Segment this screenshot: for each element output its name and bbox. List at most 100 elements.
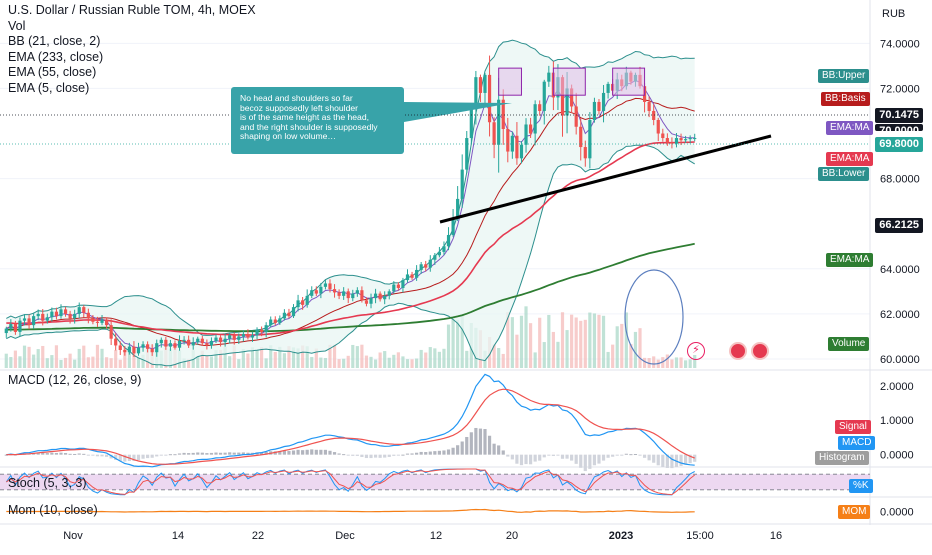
candle-body [346, 291, 350, 299]
macd-hist-bar [191, 452, 195, 455]
macd-hist-bar [364, 454, 369, 459]
macd-hist-bar [533, 454, 537, 462]
candle-body [168, 343, 173, 347]
bb-basis-line [6, 97, 695, 347]
flag-event-icon[interactable] [729, 342, 747, 360]
macd-hist-bar [259, 452, 264, 455]
candle-body [41, 313, 45, 321]
candle-body [319, 286, 323, 294]
macd-hist-bar [187, 453, 191, 455]
candle-body [428, 259, 432, 268]
candle-body [451, 219, 455, 235]
volume-bar [323, 357, 328, 368]
macd-hist-bar [570, 454, 574, 461]
macd-hist-bar [82, 453, 86, 455]
legend-title[interactable]: U.S. Dollar / Russian Ruble TOM, 4h, MOE… [8, 3, 256, 17]
macd-hist-bar [278, 451, 282, 455]
macd-hist-bar [629, 454, 633, 456]
lightning-event-icon[interactable]: ⚡ [687, 342, 705, 360]
candle-body [187, 339, 191, 346]
candle-body [68, 313, 72, 319]
legend-item-ema55[interactable]: EMA (55, close) [8, 65, 97, 80]
macd-hist-bar [319, 449, 323, 455]
mom-legend[interactable]: Mom (10, close) [8, 503, 98, 517]
candle-body [560, 77, 565, 116]
macd-hist-bar [301, 450, 305, 455]
candle-body [565, 88, 569, 116]
macd-hist-bar [228, 452, 232, 455]
volume-bar [592, 313, 597, 368]
volume-bar [95, 344, 100, 368]
volume-bar [579, 320, 583, 368]
candle-body [337, 292, 341, 296]
candle-body [164, 339, 168, 347]
candle-body [364, 300, 369, 304]
candle-body [273, 319, 277, 323]
price-tick-label: 64.0000 [880, 264, 920, 276]
macd-hist-bar [310, 449, 314, 455]
volume-bar [360, 344, 364, 368]
volume-bar [342, 358, 346, 368]
volume-bar [4, 353, 8, 368]
macd-hist-bar [237, 452, 241, 455]
candle-body [410, 274, 414, 278]
macd-hist-bar [360, 454, 364, 457]
candle-body [419, 264, 423, 270]
macd-hist-bar [474, 427, 478, 455]
volume-bar [442, 348, 446, 368]
legend-item-bb[interactable]: BB (21, close, 2) [8, 34, 101, 49]
price-axis-currency: RUB [882, 8, 905, 20]
volume-bar [237, 359, 241, 368]
volume-bar [401, 356, 405, 368]
macd-hist-bar [114, 454, 118, 460]
macd-hist-bar [565, 454, 569, 459]
macd-hist-bar [611, 454, 615, 457]
stoch-legend[interactable]: Stoch (5, 3, 3) [8, 476, 87, 490]
legend-item-ema233[interactable]: EMA (233, close) [8, 49, 104, 64]
mom-line [6, 508, 695, 513]
annotation-callout[interactable]: No head and shoulders so far becoz suppo… [231, 87, 404, 154]
ema-233-line [6, 242, 695, 333]
candle-body [442, 246, 446, 252]
volume-bar [410, 359, 414, 368]
candle-body [18, 320, 22, 332]
volume-bar [519, 315, 524, 368]
volume-bar [27, 346, 31, 368]
candle-body [392, 284, 396, 292]
legend-item-ema5[interactable]: EMA (5, close) [8, 80, 90, 95]
candle-body [132, 346, 136, 354]
flag-event-icon[interactable] [751, 342, 769, 360]
volume-bar [369, 356, 373, 368]
macd-hist-bar [173, 454, 177, 456]
volume-bar [456, 319, 460, 368]
candle-body [693, 138, 697, 140]
macd-hist-bar [86, 454, 90, 456]
ema-55-line [6, 141, 695, 336]
candle-body [583, 147, 587, 159]
candle-body [424, 264, 428, 268]
candle-body [570, 88, 574, 107]
volume-bar [428, 347, 432, 368]
macd-hist-bar [647, 454, 651, 461]
macd-histogram [4, 427, 697, 472]
candle-body [684, 139, 688, 141]
macd-hist-bar [373, 454, 378, 458]
pattern-box [552, 67, 586, 96]
volume-bar [118, 359, 122, 368]
macd-hist-bar [446, 449, 451, 455]
volume-bar [182, 358, 186, 368]
volume-bar [528, 323, 533, 368]
volume-bar [9, 356, 13, 368]
macd-hist-bar [642, 454, 647, 458]
macd-hist-bar [560, 454, 565, 459]
time-tick-label: Dec [335, 530, 355, 542]
macd-legend[interactable]: MACD (12, 26, close, 9) [8, 373, 142, 387]
macd-hist-bar [437, 450, 442, 455]
volume-bar [36, 349, 40, 368]
volume-bar [337, 359, 341, 368]
candle-body [524, 124, 528, 145]
macd-hist-bar [328, 450, 332, 455]
volume-bar [91, 356, 95, 368]
legend-item-vol[interactable]: Vol [8, 18, 26, 33]
